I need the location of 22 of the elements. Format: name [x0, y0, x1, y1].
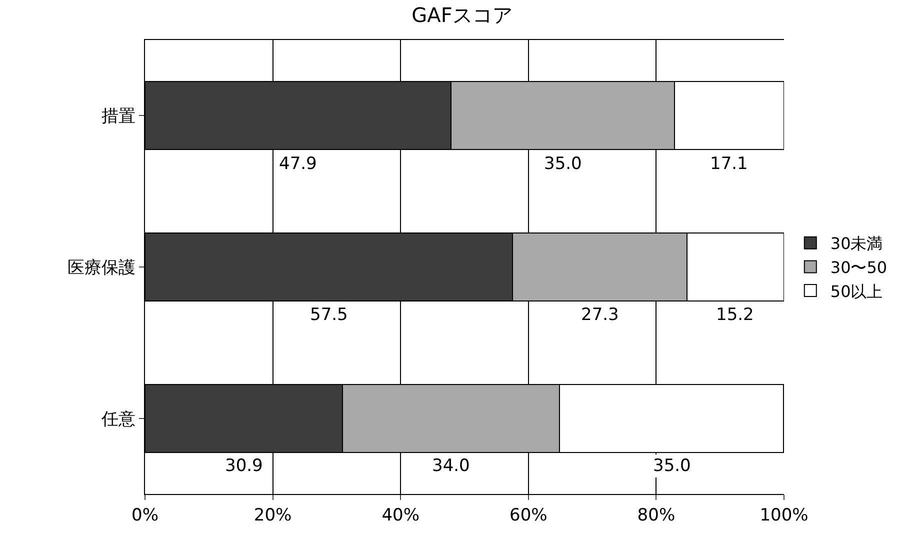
y-tick-label: 医療保護 — [68, 258, 136, 278]
x-tick-label: 80% — [637, 505, 676, 526]
x-tick-label: 40% — [382, 505, 420, 526]
legend-label: 50以上 — [830, 282, 883, 301]
data-label: 17.1 — [710, 154, 748, 174]
y-tick-label: 任意 — [100, 409, 136, 430]
x-tick-label: 20% — [254, 505, 292, 526]
chart-title: GAFスコア — [412, 3, 512, 28]
legend-label: 30〜50 — [830, 258, 888, 277]
x-tick-label: 60% — [510, 505, 548, 526]
data-label: 27.3 — [581, 305, 619, 325]
x-tick-label: 100% — [760, 505, 808, 526]
data-label: 35.0 — [544, 154, 582, 174]
data-label: 57.5 — [310, 305, 348, 325]
data-label: 30.9 — [225, 456, 263, 476]
data-label: 34.0 — [432, 456, 470, 476]
data-label: 15.2 — [716, 305, 754, 325]
legend-label: 30未満 — [830, 234, 883, 254]
y-tick-label: 措置 — [102, 106, 136, 127]
data-label: 35.0 — [653, 456, 691, 476]
x-tick-label: 0% — [132, 505, 158, 526]
data-label: 47.9 — [279, 154, 317, 174]
